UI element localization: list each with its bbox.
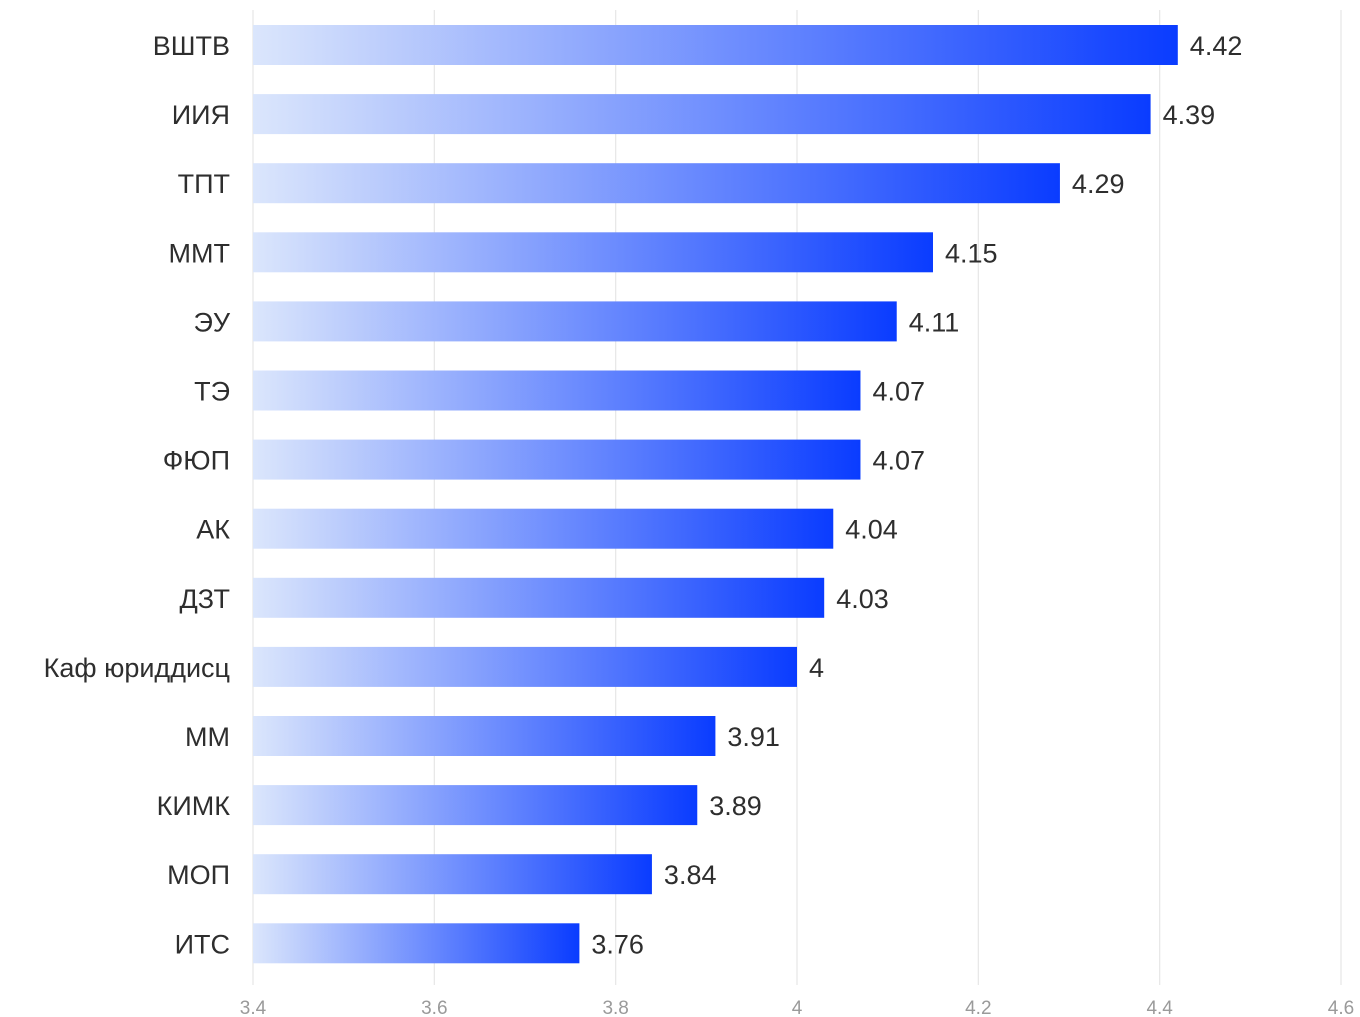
x-tick-label: 4.4: [1146, 998, 1173, 1017]
value-label: 4.04: [845, 515, 898, 545]
value-label: 3.84: [664, 860, 717, 890]
bar: [253, 94, 1151, 135]
bars: [253, 25, 1178, 964]
bar: [253, 232, 933, 273]
x-tick-label: 4: [792, 998, 803, 1017]
x-tick-label: 3.6: [421, 998, 447, 1017]
bar: [253, 301, 897, 342]
category-label: Каф юриддисц: [44, 653, 230, 683]
value-label: 4.07: [872, 446, 925, 476]
bar: [253, 785, 698, 826]
x-tick-label: 3.4: [240, 998, 267, 1017]
category-label: ИИЯ: [172, 100, 230, 130]
bar: [253, 716, 716, 756]
bar: [253, 854, 652, 895]
value-label: 4.15: [945, 238, 998, 268]
x-tick-label: 3.8: [602, 998, 628, 1017]
x-tick-label: 4.2: [965, 998, 991, 1017]
value-label: 4.07: [872, 377, 925, 407]
category-label: ИТС: [175, 929, 230, 959]
bar: [253, 577, 825, 618]
category-label: ММТ: [169, 238, 230, 268]
category-label: ФЮП: [163, 446, 230, 476]
category-labels: ВШТВ ИИЯ ТПТ ММТ ЭУ ТЭ ФЮП АК ДЗТ Каф юриддисц ММ К…: [44, 31, 231, 959]
category-label: КИМК: [157, 791, 231, 821]
bar: [253, 25, 1178, 65]
category-label: ММ: [185, 722, 230, 752]
value-label: 4.11: [909, 307, 960, 337]
bar: [253, 923, 580, 964]
bar: [253, 646, 797, 687]
x-tick-label: 4.6: [1328, 998, 1354, 1017]
value-label: 4: [809, 653, 824, 683]
value-labels: 4.42 4.39 4.29 4.15 4.11 4.07 4.07 4.04 4.03 4 3.9…: [591, 31, 1242, 959]
category-label: ТПТ: [178, 169, 230, 199]
bar: [253, 370, 861, 411]
bar: [253, 163, 1060, 204]
value-label: 3.91: [727, 722, 780, 752]
category-label: МОП: [167, 860, 230, 890]
category-label: ЭУ: [193, 307, 230, 337]
value-label: 3.76: [591, 929, 644, 959]
category-label: ВШТВ: [153, 31, 230, 61]
category-label: ДЗТ: [180, 584, 231, 614]
bar: [253, 508, 834, 549]
grid-lines: [252, 10, 1342, 985]
value-label: 3.89: [709, 791, 762, 821]
value-label: 4.42: [1190, 31, 1243, 61]
category-label: АК: [196, 515, 230, 545]
value-label: 4.39: [1163, 100, 1216, 130]
category-label: ТЭ: [194, 377, 230, 407]
value-label: 4.03: [836, 584, 889, 614]
value-label: 4.29: [1072, 169, 1125, 199]
bar: [253, 439, 861, 480]
x-axis-ticks: 3.4 3.6 3.8 4 4.2 4.4 4.6: [240, 998, 1354, 1017]
